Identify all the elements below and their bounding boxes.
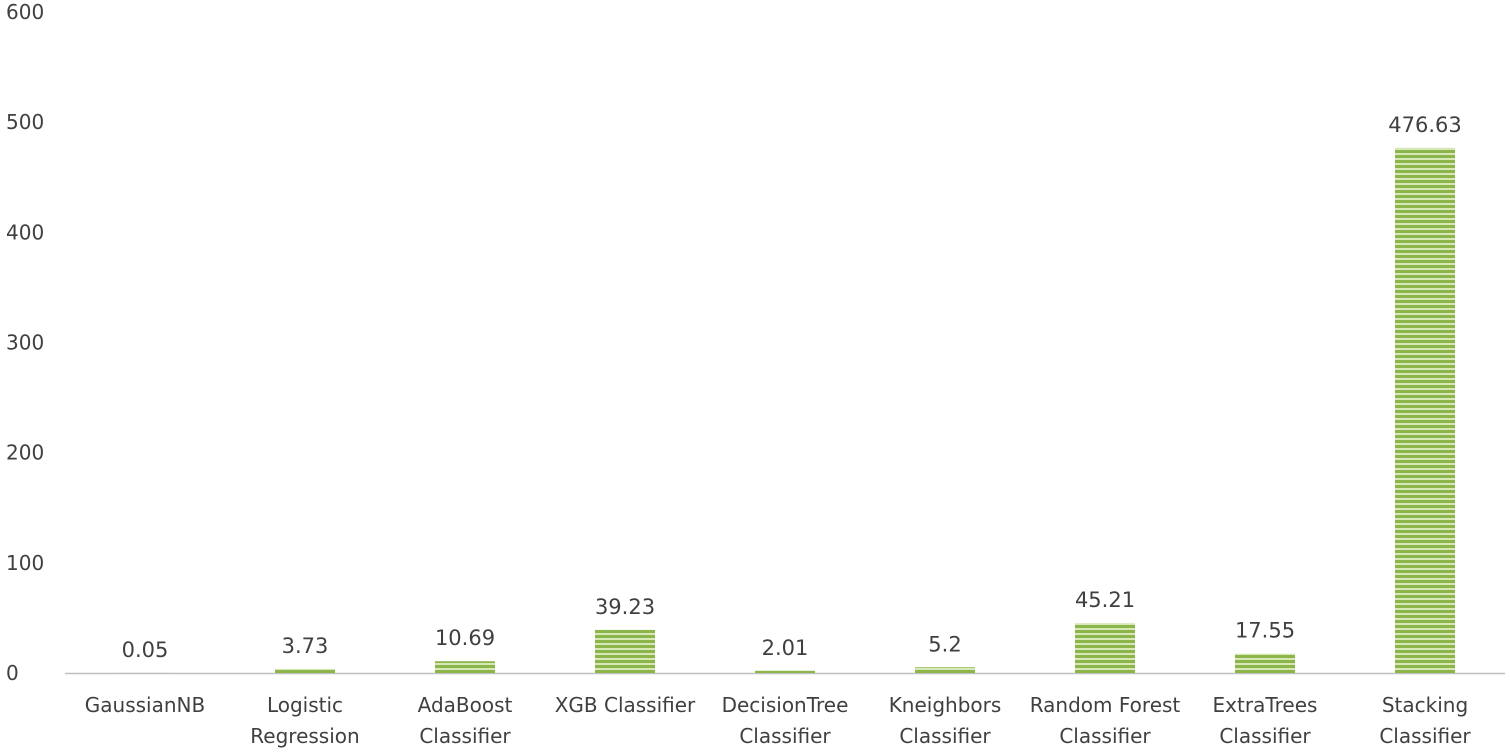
x-category-label: XGB Classifier	[555, 693, 696, 717]
bar	[275, 668, 335, 673]
x-category-label: Stacking Classifier	[1379, 693, 1471, 748]
x-category-label: ExtraTrees Classifier	[1213, 693, 1318, 748]
data-label: 476.63	[1388, 113, 1461, 137]
data-label: 17.55	[1235, 619, 1295, 643]
x-category-label: Random Forest Classifier	[1030, 693, 1181, 748]
category-labels: GaussianNB Logistic Regression AdaBoost Clas…	[85, 693, 1472, 748]
bar-series	[115, 147, 1455, 674]
x-category-label: Kneighbors Classifier	[889, 693, 1002, 748]
y-tick-label: 400	[6, 220, 44, 244]
y-tick-label: 200	[6, 441, 44, 465]
y-tick-label: 600	[6, 0, 44, 24]
y-tick-label: 300	[6, 331, 44, 355]
bar	[755, 670, 815, 673]
x-category-label: Logistic Regression	[250, 693, 359, 748]
x-category-label: DecisionTree Classifier	[722, 693, 849, 748]
data-label: 3.73	[282, 634, 329, 658]
data-label: 5.2	[928, 632, 961, 656]
data-labels: 0.05 3.73 10.69 39.23 2.01 5.2 45.21 17.55 476.6…	[122, 113, 1462, 662]
x-category-label: GaussianNB	[85, 693, 205, 717]
y-axis: 0 100 200 300 400 500 600	[6, 0, 44, 685]
data-label: 39.23	[595, 595, 655, 619]
data-label: 2.01	[762, 636, 809, 660]
bar	[1075, 623, 1135, 673]
y-tick-label: 0	[6, 661, 19, 685]
data-label: 10.69	[435, 626, 495, 650]
bar	[1395, 147, 1455, 674]
data-label: 45.21	[1075, 588, 1135, 612]
bar	[435, 661, 495, 673]
x-category-label: AdaBoost Classifier	[418, 693, 513, 748]
bar	[1235, 653, 1295, 673]
bar	[915, 667, 975, 673]
y-tick-label: 500	[6, 110, 44, 134]
bar	[595, 629, 655, 673]
y-tick-label: 100	[6, 551, 44, 575]
data-label: 0.05	[122, 638, 169, 662]
